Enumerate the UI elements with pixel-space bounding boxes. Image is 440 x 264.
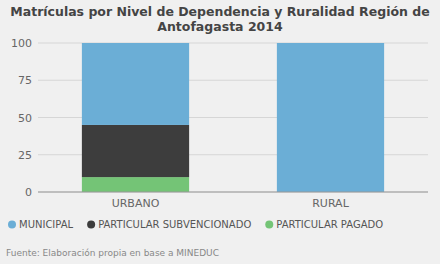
legend-swatch xyxy=(8,221,16,229)
bar-segment: PARTICULAR SUBVENCIONADO: 35 xyxy=(82,125,189,177)
grid xyxy=(38,43,428,192)
bar-segment: MUNICIPAL: 100 xyxy=(277,43,384,192)
chart-svg: Matrículas por Nivel de Dependencia y Ru… xyxy=(0,0,440,264)
title-line: Antofagasta 2014 xyxy=(157,19,283,34)
legend: MUNICIPAL PARTICULAR SUBVENCIONADO PARTICU… xyxy=(8,219,383,230)
title-line: Matrículas por Nivel de Dependencia y Ru… xyxy=(10,4,429,19)
y-tick-label: 25 xyxy=(18,149,32,162)
y-tick-label: 100 xyxy=(11,37,32,50)
bar-segment: PARTICULAR PAGADO: 10 xyxy=(82,177,189,192)
legend-label: PARTICULAR PAGADO xyxy=(276,219,383,230)
y-tick-label: 0 xyxy=(25,186,32,199)
bar-segment: MUNICIPAL: 55 xyxy=(82,43,189,125)
x-tick-label: RURAL xyxy=(312,197,349,210)
y-tick-label: 50 xyxy=(18,112,32,125)
background xyxy=(0,0,440,264)
legend-swatch xyxy=(265,221,273,229)
legend-swatch xyxy=(87,221,95,229)
legend-label: MUNICIPAL xyxy=(19,219,74,230)
grid-line xyxy=(38,192,428,193)
chart-container: Matrículas por Nivel de Dependencia y Ru… xyxy=(0,0,440,264)
footnote: Fuente: Elaboración propia en base a MIN… xyxy=(6,248,219,258)
bars: PARTICULAR PAGADO: 10PARTICULAR PAGADO: … xyxy=(82,43,384,192)
chart-title: Matrículas por Nivel de Dependencia y Ru… xyxy=(10,4,429,34)
x-axis-line xyxy=(38,192,428,193)
x-tick-label: URBANO xyxy=(112,197,160,210)
y-tick-label: 75 xyxy=(18,74,32,87)
legend-label: PARTICULAR SUBVENCIONADO xyxy=(98,219,251,230)
